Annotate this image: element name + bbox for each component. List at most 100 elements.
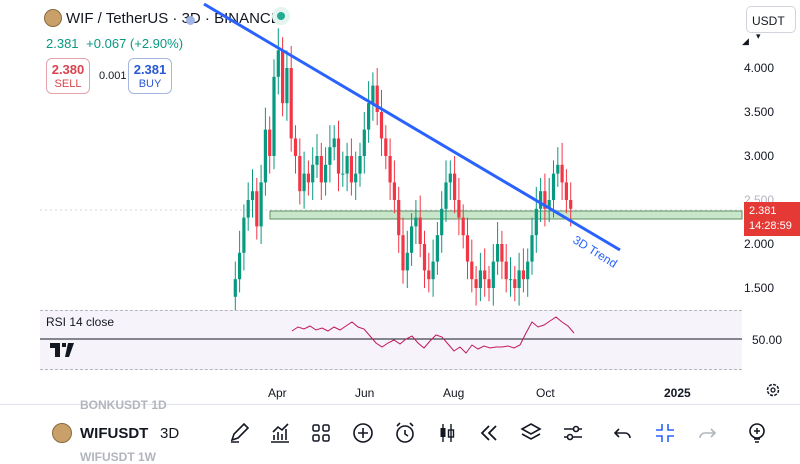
candle-body: [551, 173, 556, 200]
watchlist-next[interactable]: WIFUSDT 1W: [80, 450, 156, 464]
watchlist-timeframe[interactable]: 3D: [160, 425, 180, 442]
candle-body: [242, 217, 246, 253]
trendline: [203, 2, 621, 252]
wif-logo-icon: [44, 9, 62, 27]
watchlist-prev[interactable]: BONKUSDT 1D: [80, 398, 167, 412]
candle-body: [263, 129, 267, 183]
tradingview-logo-icon: [48, 340, 78, 366]
rsi-level: 50.00: [752, 333, 783, 347]
candle-body: [401, 235, 405, 271]
candle-body: [517, 270, 521, 288]
y-tick: 3.000: [743, 149, 774, 163]
redo-icon[interactable]: [694, 420, 720, 446]
candle-body: [470, 261, 474, 280]
candle-body: [513, 279, 517, 288]
x-tick: Jun: [355, 386, 375, 400]
symbol-title[interactable]: WIF / TetherUS · 3D · BINANCE: [66, 10, 281, 27]
candle-body: [238, 252, 242, 280]
candle-body: [405, 252, 409, 271]
rewind-icon[interactable]: [476, 420, 502, 446]
candle-body: [444, 182, 448, 209]
candle-body: [392, 182, 396, 200]
current-price-label: 2.381 14:28:59: [744, 202, 800, 236]
grid-icon[interactable]: [308, 420, 334, 446]
collapse-icon[interactable]: [652, 420, 678, 446]
rsi-chart: [40, 316, 742, 354]
candle-body: [397, 200, 401, 236]
candle-body: [410, 226, 414, 253]
candle-body: [289, 68, 293, 139]
candle-body: [328, 147, 332, 165]
pencil-icon[interactable]: [226, 420, 252, 446]
scale-arrow-icon[interactable]: ◢: [742, 36, 749, 46]
bar-countdown: 14:28:59: [749, 220, 792, 232]
currency-select[interactable]: USDT ▾: [746, 6, 796, 41]
candle-body: [272, 76, 276, 156]
candle-body: [564, 182, 568, 200]
layers-icon[interactable]: [518, 420, 544, 446]
sell-button[interactable]: 2.380 SELL: [46, 58, 90, 94]
chart-icon[interactable]: [267, 420, 293, 446]
candle-body: [465, 235, 470, 262]
watchlist-symbol[interactable]: WIFUSDT: [80, 425, 149, 442]
candles: [233, 28, 573, 315]
bottom-toolbar: [0, 404, 800, 461]
trend-label: 3D Trend: [570, 233, 619, 271]
candle-body: [508, 279, 513, 281]
candles-icon[interactable]: [434, 420, 460, 446]
candle-body: [418, 217, 422, 244]
chevron-down-icon: ▾: [756, 31, 761, 41]
settings-gear-icon[interactable]: [765, 382, 781, 403]
alarm-icon[interactable]: [392, 420, 418, 446]
candle-body: [478, 270, 482, 288]
candle-body: [461, 217, 465, 236]
currency-value: USDT: [752, 14, 785, 28]
candle-body: [521, 270, 525, 280]
candle-body: [250, 191, 255, 200]
plus-circle-icon[interactable]: [350, 420, 376, 446]
candle-body: [560, 164, 564, 183]
candle-body: [319, 156, 323, 183]
rsi-label[interactable]: RSI 14 close: [46, 315, 115, 329]
market-open-icon: [272, 7, 290, 25]
x-tick: 2025: [664, 386, 691, 400]
price-change-value: +0.067 (+2.90%): [86, 36, 184, 51]
lightbulb-icon[interactable]: [744, 420, 770, 446]
candle-body: [345, 156, 349, 174]
last-price: 2.381: [46, 36, 79, 51]
candle-body: [483, 270, 487, 280]
candle-body: [246, 200, 250, 218]
candle-body: [435, 235, 439, 262]
buy-button[interactable]: 2.381 BUY: [128, 58, 172, 94]
candle-body: [431, 261, 435, 280]
candle-body: [233, 279, 237, 297]
candle-body: [332, 138, 336, 148]
x-tick: Apr: [268, 386, 287, 400]
candle-body: [285, 68, 289, 104]
rsi-pane[interactable]: [40, 310, 742, 370]
sliders-icon[interactable]: [560, 420, 586, 446]
candle-body: [259, 182, 263, 227]
candle-body: [453, 173, 457, 200]
candle-body: [474, 279, 478, 288]
candle-body: [371, 85, 375, 104]
buy-price: 2.381: [133, 62, 167, 77]
y-tick: 1.500: [743, 281, 774, 295]
candle-body: [298, 156, 302, 192]
candle-body: [496, 244, 500, 262]
support-zone: [269, 210, 743, 220]
candle-body: [427, 270, 431, 280]
candle-body: [547, 200, 551, 209]
current-price: 2.381: [749, 205, 777, 217]
price-chart[interactable]: 3D Trend: [0, 0, 800, 404]
undo-icon[interactable]: [610, 420, 636, 446]
candle-body: [302, 173, 306, 192]
candle-body: [569, 200, 573, 209]
spread-value: 0.001: [99, 70, 127, 82]
sell-price: 2.380: [51, 62, 85, 77]
candle-body: [457, 200, 461, 218]
candle-body: [487, 279, 491, 288]
buy-label: BUY: [138, 78, 162, 90]
status-dot-icon: [186, 16, 195, 25]
candle-body: [367, 103, 371, 130]
